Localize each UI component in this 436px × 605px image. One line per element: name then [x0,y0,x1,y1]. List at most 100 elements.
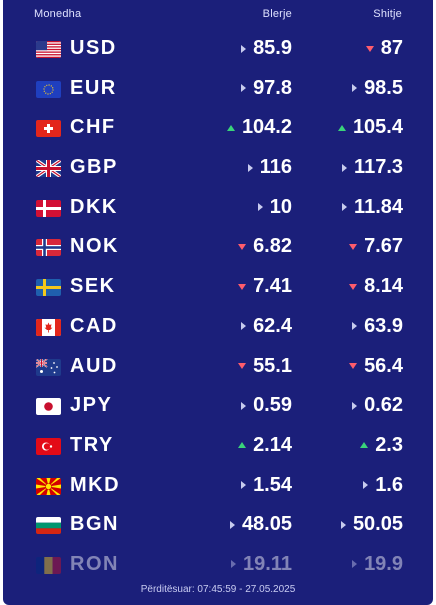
trend-flat-icon [241,401,247,410]
sell-value: 1.6 [375,473,403,496]
trend-flat-icon [352,322,358,331]
updated-timestamp: Përditësuar: 07:45:59 - 27.05.2025 [140,584,296,595]
currency-code: CAD [70,314,118,337]
sell-value: 56.4 [364,354,403,377]
rate-row-mkd: MKD 1.54 1.6 [3,467,433,507]
trend-flat-icon [340,520,346,529]
ro-flag-icon [36,556,61,574]
buy-rate: 104.2 [172,116,292,139]
eu-flag-icon [36,80,61,98]
buy-rate: 116 [172,156,292,179]
buy-rate: 48.05 [172,513,292,536]
rate-row-usd: USD 85.9 87 [3,30,433,70]
currency-code: CHF [70,116,116,139]
trend-flat-icon [352,84,358,93]
buy-value: 2.14 [253,433,292,456]
rate-row-jpy: JPY 0.59 0.62 [3,387,433,427]
currency-code: NOK [70,235,119,258]
no-flag-icon [36,239,61,257]
currency-code: EUR [70,76,117,99]
gb-flag-icon [36,160,61,178]
sell-value: 2.3 [375,433,403,456]
buy-rate: 1.54 [172,474,292,497]
rate-row-bgn: BGN 48.05 50.05 [3,506,433,546]
sell-value: 19.9 [364,552,403,575]
bg-flag-icon [36,517,61,535]
trend-flat-icon [363,481,369,490]
currency-code: SEK [70,275,116,298]
sell-rate: 8.14 [303,275,403,298]
rate-row-sek: SEK 7.41 8.14 [3,268,433,308]
trend-up-icon [226,124,235,131]
rate-row-ron: RON 19.11 19.9 [3,546,433,586]
sell-rate: 2.3 [303,434,403,457]
rate-row-gbp: GBP 116 117.3 [3,149,433,189]
buy-rate: 55.1 [172,355,292,378]
sell-rate: 0.62 [303,394,403,417]
trend-flat-icon [241,84,247,93]
sell-rate: 19.9 [303,553,403,576]
sell-value: 98.5 [364,76,403,99]
sell-rate: 98.5 [303,77,403,100]
ch-flag-icon [36,120,61,138]
header-sell: Shitje [373,8,402,20]
trend-flat-icon [342,203,348,212]
dk-flag-icon [36,199,61,217]
trend-down-icon [349,243,358,250]
trend-up-icon [337,124,346,131]
currency-code: AUD [70,354,118,377]
trend-down-icon [349,363,358,369]
buy-rate: 62.4 [172,315,292,338]
trend-flat-icon [241,44,247,53]
rate-row-cad: CAD 62.4 63.9 [3,308,433,348]
trend-flat-icon [247,163,253,172]
header-buy: Blerje [262,8,292,20]
buy-rate: 85.9 [172,37,292,60]
rate-row-dkk: DKK 10 11.84 [3,189,433,229]
buy-rate: 19.11 [172,553,292,576]
trend-down-icon [238,283,247,290]
rate-row-nok: NOK 6.82 7.67 [3,228,433,268]
sell-value: 63.9 [364,314,403,337]
us-flag-icon [36,41,61,58]
buy-value: 0.59 [253,394,292,417]
se-flag-icon [36,279,61,297]
sell-rate: 117.3 [303,156,403,179]
rate-list: USD 85.9 87 EUR 97.8 98.5 CHF 104.2 105.4 GBP 116 1… [3,30,433,586]
trend-down-icon [365,45,374,52]
trend-flat-icon [231,560,237,569]
trend-flat-icon [241,481,247,490]
sell-rate: 56.4 [303,355,403,378]
rate-row-chf: CHF 104.2 105.4 [3,109,433,149]
header-currency: Monedha [34,8,82,20]
rate-row-try: TRY 2.14 2.3 [3,427,433,467]
buy-value: 10 [269,195,292,218]
trend-down-icon [238,363,247,369]
buy-value: 7.41 [253,275,292,298]
sell-value: 105.4 [352,116,403,139]
table-header: Monedha Blerje Shitje [3,0,433,30]
trend-flat-icon [229,520,235,529]
buy-rate: 6.82 [172,235,292,258]
exchange-rate-card: Monedha Blerje Shitje USD 85.9 87 EUR 97.8 98… [3,0,433,605]
rate-row-aud: AUD 55.1 56.4 [3,348,433,388]
currency-code: JPY [70,394,113,417]
trend-down-icon [238,243,247,250]
sell-rate: 105.4 [303,116,403,139]
buy-value: 104.2 [241,116,292,139]
buy-value: 85.9 [253,37,292,59]
au-flag-icon [36,358,61,376]
sell-value: 50.05 [352,513,403,536]
sell-rate: 11.84 [303,196,403,219]
trend-flat-icon [352,560,358,569]
trend-up-icon [360,442,369,449]
currency-code: USD [70,37,117,59]
jp-flag-icon [36,398,61,416]
currency-code: MKD [70,473,121,496]
buy-rate: 97.8 [172,77,292,100]
buy-value: 6.82 [253,235,292,258]
trend-up-icon [238,442,247,449]
buy-value: 19.11 [243,552,292,575]
sell-rate: 63.9 [303,315,403,338]
buy-rate: 7.41 [172,275,292,298]
